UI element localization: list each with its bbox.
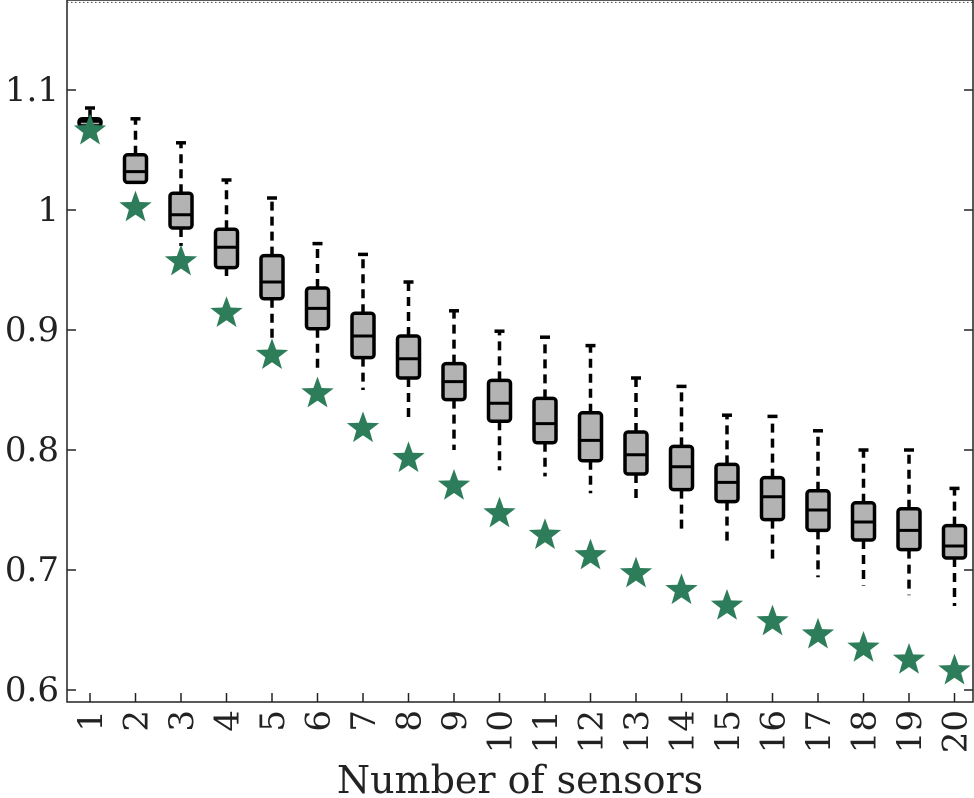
box-15 bbox=[714, 413, 740, 542]
y-tick-label: 0.7 bbox=[5, 550, 59, 590]
star-marker-19 bbox=[892, 643, 926, 674]
box-body bbox=[122, 153, 149, 185]
x-tick-label: 11 bbox=[526, 710, 566, 753]
box-10 bbox=[486, 329, 513, 471]
star-marker-17 bbox=[801, 617, 835, 649]
box-7 bbox=[350, 252, 376, 390]
box-6 bbox=[304, 241, 331, 372]
plot-area-frame bbox=[66, 0, 974, 703]
box-series bbox=[77, 106, 968, 606]
box-body bbox=[486, 378, 513, 423]
x-tick-label: 17 bbox=[799, 710, 839, 753]
x-tick-label: 19 bbox=[890, 710, 930, 753]
box-body bbox=[168, 191, 194, 230]
star-series bbox=[73, 113, 971, 685]
x-tick-label: 10 bbox=[481, 710, 521, 753]
star-marker-20 bbox=[938, 653, 971, 685]
box-17 bbox=[805, 429, 831, 578]
y-tick-label: 1.1 bbox=[5, 70, 59, 110]
star-marker-16 bbox=[756, 604, 789, 636]
box-11 bbox=[532, 335, 558, 477]
x-tick-label: 3 bbox=[162, 710, 202, 732]
star-marker-15 bbox=[710, 589, 744, 620]
x-tick-label: 7 bbox=[344, 710, 384, 732]
box-9 bbox=[441, 309, 467, 450]
x-tick-label: 8 bbox=[390, 710, 430, 732]
x-tick-label: 4 bbox=[208, 710, 248, 732]
y-tick-label: 1 bbox=[37, 190, 59, 230]
star-marker-8 bbox=[392, 441, 425, 473]
star-marker-7 bbox=[346, 411, 380, 443]
box-body bbox=[623, 430, 649, 476]
box-body bbox=[577, 411, 604, 463]
box-12 bbox=[577, 343, 604, 494]
x-tick-label: 15 bbox=[708, 710, 748, 753]
star-marker-6 bbox=[301, 376, 334, 408]
star-marker-9 bbox=[437, 469, 471, 500]
box-20 bbox=[941, 486, 968, 606]
box-13 bbox=[623, 376, 649, 504]
star-marker-3 bbox=[164, 244, 198, 276]
x-tick-label: 14 bbox=[663, 710, 703, 753]
star-marker-1 bbox=[73, 113, 107, 145]
star-marker-11 bbox=[528, 518, 562, 549]
box-body bbox=[532, 396, 558, 445]
x-tick-label: 9 bbox=[435, 710, 475, 732]
box-body bbox=[759, 475, 786, 522]
x-tick-label: 2 bbox=[117, 710, 157, 732]
box-body bbox=[395, 334, 422, 380]
star-marker-10 bbox=[483, 496, 516, 528]
box-2 bbox=[122, 117, 149, 185]
y-axis: 0.6 0.7 0.8 0.9 1 1.1 bbox=[5, 70, 973, 710]
star-marker-13 bbox=[619, 556, 653, 588]
x-axis-title: Number of sensors bbox=[337, 758, 703, 798]
star-marker-5 bbox=[255, 338, 289, 369]
box-16 bbox=[759, 414, 786, 561]
x-tick-label: 6 bbox=[299, 710, 339, 732]
box-body bbox=[941, 523, 968, 560]
x-tick-label: 13 bbox=[617, 710, 657, 753]
star-marker-14 bbox=[665, 573, 698, 605]
box-5 bbox=[259, 196, 285, 342]
box-8 bbox=[395, 280, 422, 420]
x-tick-label: 5 bbox=[253, 710, 293, 732]
y-tick-label: 0.8 bbox=[5, 430, 59, 470]
x-tick-label: 16 bbox=[754, 710, 794, 753]
x-tick-label: 20 bbox=[936, 710, 974, 753]
box-19 bbox=[896, 448, 922, 596]
star-marker-2 bbox=[119, 190, 152, 222]
box-18 bbox=[850, 448, 877, 586]
x-tick-label: 12 bbox=[572, 710, 612, 753]
box-body bbox=[259, 253, 285, 301]
star-marker-18 bbox=[847, 631, 880, 662]
y-tick-label: 0.6 bbox=[5, 670, 59, 710]
box-3 bbox=[168, 141, 194, 246]
y-tick-label: 0.9 bbox=[5, 310, 59, 350]
x-axis: 1 2 3 4 5 6 7 8 9 10 11 12 13 14 15 16 17 18 19 20 bbox=[71, 693, 974, 753]
x-tick-label: 18 bbox=[845, 710, 885, 753]
x-tick-label: 1 bbox=[71, 710, 111, 732]
box-14 bbox=[668, 384, 695, 532]
box-4 bbox=[213, 178, 240, 276]
star-marker-12 bbox=[574, 538, 607, 570]
star-marker-4 bbox=[210, 296, 243, 327]
